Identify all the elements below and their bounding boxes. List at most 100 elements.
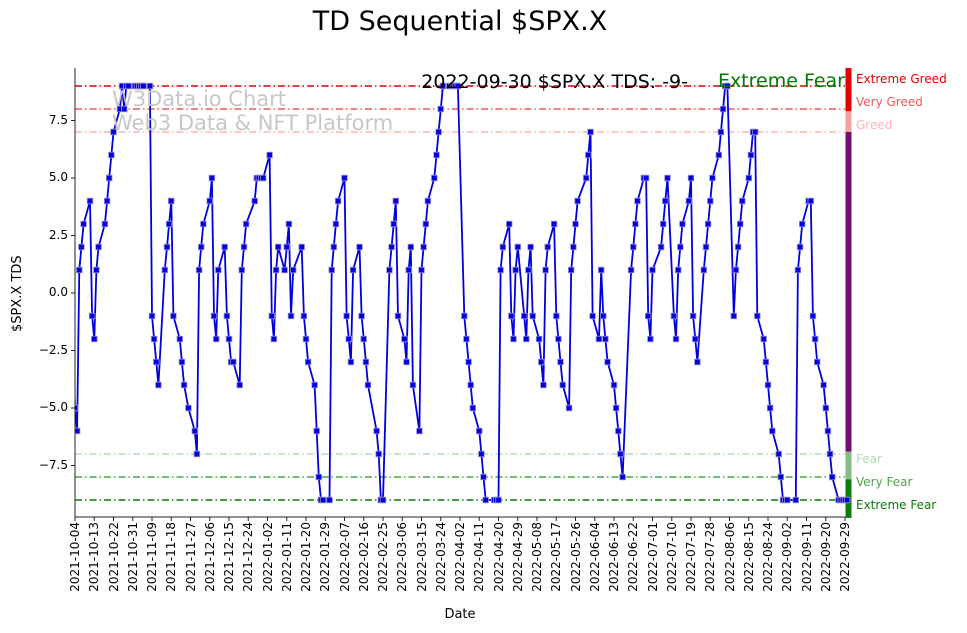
tds-marker — [679, 220, 686, 228]
tds-marker — [794, 266, 802, 274]
x-tick-label: 2022-04-11 — [472, 522, 487, 592]
tds-marker — [512, 266, 519, 274]
x-tick-label: 2022-01-11 — [279, 522, 294, 592]
tds-marker — [409, 381, 417, 389]
tds-marker — [101, 220, 109, 228]
tds-marker — [356, 243, 363, 251]
tds-marker — [610, 381, 618, 389]
tds-marker — [704, 220, 712, 228]
tds-marker — [709, 174, 716, 182]
tds-marker — [505, 220, 513, 228]
tds-marker — [225, 335, 233, 343]
tds-marker — [394, 312, 402, 320]
tds-marker — [439, 82, 447, 90]
sentiment-colorbar-segment-2 — [845, 132, 852, 452]
tds-marker — [739, 197, 746, 205]
tds-marker — [379, 496, 387, 504]
x-tick-label: 2022-01-29 — [318, 522, 333, 592]
tds-marker — [191, 427, 198, 435]
x-tick-label: 2022-03-15 — [414, 522, 429, 592]
x-tick-label: 2021-12-24 — [241, 522, 256, 592]
tds-marker — [176, 335, 183, 343]
chart-title: TD Sequential $SPX.X — [312, 6, 608, 37]
tds-marker — [826, 450, 834, 458]
y-tick-label: 0.0 — [48, 285, 68, 299]
tds-marker — [223, 312, 231, 320]
tds-marker — [724, 82, 731, 90]
tds-marker — [617, 450, 624, 458]
tds-marker — [700, 266, 707, 274]
tds-marker — [692, 335, 699, 343]
tds-marker — [796, 243, 804, 251]
x-tick-label: 2022-05-26 — [568, 522, 583, 592]
latest-value-annotation: 2022-09-30 $SPX.X TDS: -9- — [421, 71, 688, 93]
tds-marker — [375, 450, 382, 458]
tds-marker — [315, 473, 322, 481]
tds-marker — [675, 266, 682, 274]
x-tick-label: 2021-10-31 — [125, 522, 140, 592]
tds-marker — [91, 335, 98, 343]
tds-marker — [764, 381, 772, 389]
y-axis-label: $SPX.X TDS — [10, 238, 28, 350]
x-tick-label: 2022-08-24 — [761, 522, 775, 592]
tds-marker — [670, 312, 678, 320]
tds-marker — [657, 243, 665, 251]
tds-marker — [110, 128, 117, 136]
x-tick-label: 2021-10-04 — [68, 522, 82, 592]
tds-marker — [215, 266, 222, 274]
tds-marker — [820, 381, 827, 389]
tds-marker — [615, 427, 622, 435]
tds-marker — [360, 335, 367, 343]
threshold-label-greed: Greed — [856, 118, 893, 132]
tds-marker — [431, 174, 438, 182]
tds-marker — [510, 335, 517, 343]
tds-marker — [717, 128, 725, 136]
tds-marker — [694, 358, 701, 366]
tds-marker — [180, 381, 188, 389]
tds-marker — [598, 266, 605, 274]
y-tick-label: −5.0 — [38, 400, 68, 414]
tds-marker — [236, 381, 243, 389]
x-tick-label: 2022-04-02 — [453, 522, 467, 592]
tds-marker — [259, 174, 267, 182]
tds-marker — [268, 312, 275, 320]
x-tick-label: 2022-03-06 — [395, 522, 410, 592]
tds-marker — [734, 243, 742, 251]
tds-marker — [535, 335, 543, 343]
tds-marker — [332, 220, 340, 228]
tds-marker — [602, 335, 609, 343]
threshold-label-extreme-fear: Extreme Fear — [856, 498, 937, 512]
tds-marker — [341, 174, 348, 182]
tds-marker — [390, 220, 397, 228]
tds-marker — [482, 496, 489, 504]
tds-marker — [508, 312, 515, 320]
sentiment-colorbar-segment-3 — [845, 451, 852, 480]
tds-marker — [600, 312, 607, 320]
tds-marker — [326, 496, 333, 504]
tds-marker — [814, 358, 821, 366]
tds-marker — [80, 220, 87, 228]
x-tick-label: 2021-10-22 — [106, 522, 121, 592]
x-tick-label: 2022-07-28 — [703, 522, 718, 592]
x-tick-label: 2022-08-15 — [741, 522, 756, 592]
x-tick-label: 2022-06-13 — [607, 522, 621, 592]
tds-marker — [401, 335, 408, 343]
tds-marker — [775, 450, 782, 458]
tds-marker — [595, 335, 603, 343]
tds-series-group — [75, 82, 851, 504]
tds-marker — [769, 427, 776, 435]
tds-marker — [197, 243, 205, 251]
tds-marker — [792, 496, 799, 504]
tds-marker — [572, 220, 579, 228]
tds-marker — [93, 266, 100, 274]
tds-marker — [200, 220, 207, 228]
tds-marker — [632, 220, 639, 228]
x-axis-label: Date — [444, 607, 476, 622]
tds-marker — [210, 312, 218, 320]
sentiment-colorbar-segment-1 — [845, 111, 852, 132]
sentiment-status-annotation: Extreme Fear — [717, 70, 845, 92]
tds-marker — [523, 335, 530, 343]
tds-marker — [583, 174, 590, 182]
tds-marker — [165, 220, 173, 228]
